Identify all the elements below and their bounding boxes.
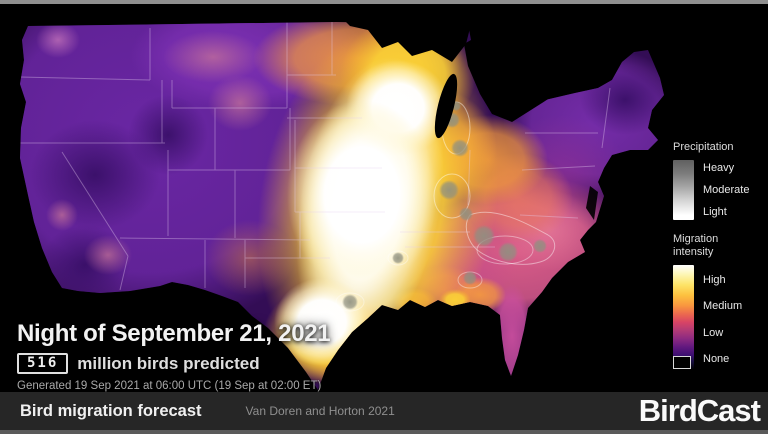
migration-color-bar <box>673 265 694 369</box>
migration-label-low: Low <box>703 326 724 339</box>
precipitation-color-bar <box>673 160 694 220</box>
migration-label-medium: Medium <box>703 300 743 313</box>
precip-label-heavy: Heavy <box>703 162 735 174</box>
night-title: Night of September 21, 2021 <box>17 320 331 347</box>
birdcast-logo: BirdCast <box>638 393 761 428</box>
footer-title: Bird migration forecast <box>20 401 202 420</box>
migration-none-swatch <box>673 356 691 369</box>
precipitation-overlay <box>335 101 556 312</box>
bird-count-label: million birds predicted <box>77 353 260 373</box>
bottom-border-strip <box>0 430 768 434</box>
us-migration-heatmap <box>20 14 664 390</box>
precipitation-legend: Precipitation Heavy Moderate Light <box>673 141 749 220</box>
forecast-info-overlay: Night of September 21, 2021 516 million … <box>17 320 331 392</box>
generated-timestamp: Generated 19 Sep 2021 at 06:00 UTC (19 S… <box>17 380 322 392</box>
migration-label-none: None <box>703 352 730 365</box>
precip-label-light: Light <box>703 206 727 218</box>
migration-legend-title: Migration intensity <box>673 233 719 258</box>
state-borders <box>20 22 611 291</box>
great-lakes <box>338 14 598 220</box>
precipitation-legend-title: Precipitation <box>673 141 734 153</box>
bird-count-row: 516 million birds predicted <box>17 353 330 374</box>
migration-label-high: High <box>703 274 726 286</box>
migration-legend: Migration intensity High Medium Low None <box>673 233 742 369</box>
footer-credit: Van Doren and Horton 2021 <box>245 404 395 418</box>
top-border-strip <box>0 0 768 4</box>
precip-label-moderate: Moderate <box>703 184 750 196</box>
bird-count-value: 516 <box>17 353 69 374</box>
footer-bar: Bird migration forecast Van Doren and Ho… <box>0 392 768 430</box>
